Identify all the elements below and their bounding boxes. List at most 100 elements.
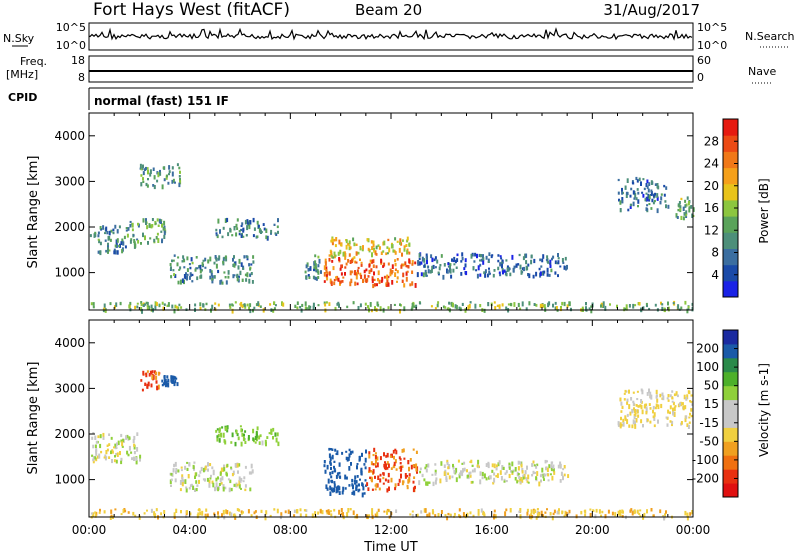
data-cell	[336, 275, 339, 281]
data-cell	[390, 272, 393, 275]
data-cell	[189, 266, 192, 270]
data-cell	[170, 478, 173, 482]
data-cell	[521, 301, 524, 307]
data-cell	[567, 512, 570, 516]
data-cell	[556, 510, 559, 515]
data-cell	[102, 225, 105, 230]
data-cell	[313, 264, 316, 267]
data-cell	[317, 511, 320, 515]
data-cell	[352, 510, 355, 515]
data-cell	[402, 272, 405, 278]
data-cell	[621, 200, 624, 204]
data-cell	[144, 303, 147, 306]
data-cell	[356, 269, 359, 275]
data-cell	[184, 479, 187, 484]
data-cell	[92, 432, 95, 435]
data-cell	[95, 440, 98, 444]
data-cell	[335, 452, 338, 455]
data-cell	[634, 420, 636, 426]
data-cell	[555, 306, 558, 310]
data-cell	[367, 247, 370, 251]
data-cell	[243, 303, 246, 307]
data-cell	[655, 403, 658, 407]
data-cell	[244, 440, 247, 444]
data-cell	[678, 201, 681, 205]
data-cell	[109, 515, 112, 520]
data-cell	[354, 482, 356, 485]
data-cell	[546, 267, 549, 273]
data-cell	[598, 509, 601, 514]
data-cell	[690, 408, 693, 412]
noise-left-tick-top: 10^5	[56, 21, 86, 34]
data-cell	[176, 382, 179, 387]
data-cell	[238, 463, 241, 467]
data-cell	[309, 266, 312, 271]
data-cell	[320, 270, 322, 274]
data-cell	[323, 280, 326, 283]
data-cell	[131, 222, 134, 228]
data-cell	[643, 405, 646, 409]
noise-right-label: N.Search	[745, 30, 795, 43]
data-cell	[224, 427, 227, 431]
data-cell	[114, 305, 116, 309]
data-cell	[495, 475, 498, 478]
data-cell	[567, 474, 570, 478]
data-cell	[501, 303, 504, 307]
data-cell	[92, 458, 95, 462]
data-cell	[562, 261, 565, 264]
data-cell	[243, 255, 246, 259]
data-cell	[420, 510, 423, 514]
data-cell	[233, 274, 236, 277]
data-cell	[111, 450, 114, 454]
data-cell	[237, 275, 240, 279]
data-cell	[553, 471, 556, 475]
data-cell	[287, 509, 290, 514]
data-cell	[533, 303, 536, 306]
data-cell	[209, 269, 212, 273]
data-cell	[480, 508, 483, 513]
cpid-label: CPID	[8, 91, 37, 104]
data-cell	[233, 226, 236, 231]
colorbar-segment	[723, 199, 738, 217]
data-cell	[105, 249, 108, 253]
velocity-colorbar-tick-label: 15	[704, 397, 719, 411]
data-cell	[249, 309, 252, 314]
data-cell	[395, 509, 398, 513]
data-cell	[228, 487, 231, 493]
data-cell	[557, 257, 560, 260]
data-cell	[238, 480, 241, 485]
data-cell	[419, 467, 422, 471]
data-cell	[105, 226, 108, 232]
data-cell	[532, 460, 535, 464]
data-cell	[147, 241, 149, 245]
data-cell	[242, 235, 245, 238]
data-cell	[171, 179, 174, 184]
data-cell	[183, 259, 186, 263]
data-cell	[501, 263, 503, 269]
data-cell	[653, 424, 656, 428]
data-cell	[327, 478, 330, 484]
data-cell	[174, 376, 177, 380]
data-cell	[248, 263, 251, 267]
data-cell	[176, 262, 179, 267]
data-cell	[434, 479, 437, 485]
data-cell	[227, 232, 230, 237]
data-cell	[547, 473, 550, 477]
data-cell	[367, 487, 370, 491]
data-cell	[334, 306, 337, 311]
data-cell	[646, 208, 648, 211]
data-cell	[244, 219, 247, 225]
data-cell	[676, 216, 679, 219]
data-cell	[380, 251, 383, 255]
data-cell	[142, 171, 145, 176]
data-cell	[519, 461, 522, 465]
data-cell	[632, 402, 635, 406]
data-cell	[102, 436, 105, 440]
data-cell	[432, 264, 435, 269]
data-cell	[156, 387, 159, 390]
data-cell	[237, 470, 239, 474]
data-cell	[244, 488, 247, 492]
data-cell	[350, 462, 352, 466]
data-cell	[560, 306, 562, 310]
data-cell	[408, 473, 411, 477]
